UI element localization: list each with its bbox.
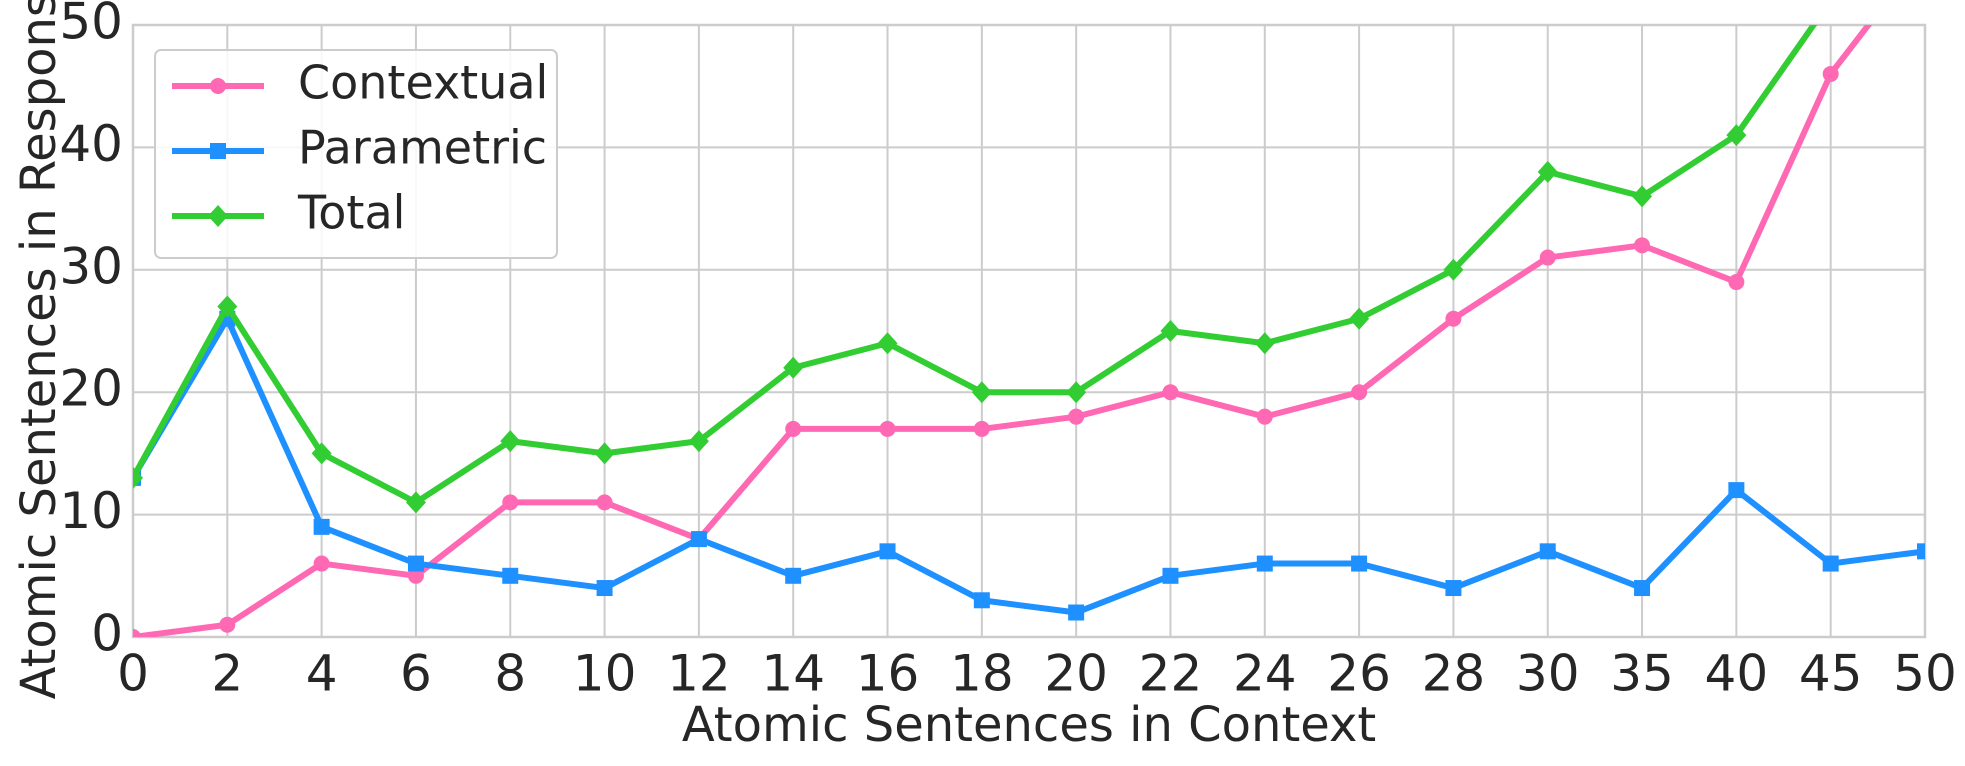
marker [594,442,615,465]
marker [407,555,424,572]
x-tick-label: 8 [494,645,526,703]
x-axis-label: Atomic Sentences in Context [682,697,1376,753]
x-tick-label: 10 [573,645,637,703]
marker [785,567,802,584]
marker [1351,555,1368,572]
marker [1539,543,1556,560]
marker [879,420,896,437]
marker [133,466,143,489]
x-tick-label: 24 [1233,645,1297,703]
marker [1443,258,1464,281]
marker [1632,185,1653,208]
marker [1634,237,1651,254]
marker [1728,482,1745,499]
marker [500,430,521,453]
y-tick-label: 30 [59,237,123,295]
marker [1917,543,1925,560]
marker [1066,381,1087,404]
marker [1068,604,1085,621]
plot-area [133,0,1925,637]
marker [1634,580,1651,597]
marker [210,143,226,159]
marker [1726,124,1747,147]
plot-frame [131,23,1927,639]
marker [1349,307,1370,330]
series-line [133,25,1818,506]
marker [1445,580,1462,597]
marker [1256,555,1273,572]
marker [1539,249,1556,266]
marker [973,420,990,437]
marker [1162,384,1179,401]
y-tick-label: 50 [59,0,123,51]
legend-frame [154,49,558,259]
marker [1822,555,1839,572]
marker [208,205,228,227]
marker [502,567,519,584]
x-tick-label: 28 [1422,645,1486,703]
marker [1351,384,1368,401]
grid [132,24,1926,638]
marker [1821,0,1841,12]
marker [133,629,141,637]
x-tick-label: 4 [306,645,338,703]
marker [973,592,990,609]
marker [405,491,426,514]
marker [879,543,896,560]
marker [596,580,613,597]
x-tick-label: 45 [1799,645,1863,703]
marker [688,430,709,453]
legend-label: Contextual [298,56,548,110]
marker [1162,567,1179,584]
series-line [133,315,1925,616]
legend-label: Parametric [298,121,547,175]
x-tick-label: 35 [1610,645,1674,703]
x-tick-label: 16 [856,645,920,703]
x-tick-label: 18 [950,645,1014,703]
x-tick-label: 22 [1139,645,1203,703]
marker [311,442,332,465]
x-tick-label: 40 [1705,645,1769,703]
x-tick-label: 14 [761,645,825,703]
marker [407,567,424,584]
marker [210,78,226,94]
x-tick-label: 2 [211,645,243,703]
x-tick-label: 20 [1044,645,1108,703]
marker [877,332,898,355]
marker [313,555,330,572]
legend: Contextual Parametric Total [154,49,558,259]
marker [1822,65,1839,82]
y-axis-label: Atomic Sentences in Response [11,0,67,699]
y-tick-label: 0 [91,605,123,663]
y-tick-label: 20 [59,360,123,418]
marker [785,420,802,437]
marker [219,616,236,633]
marker [1254,332,1275,355]
marker [1068,408,1085,425]
x-tick-label: 30 [1516,645,1580,703]
marker [1445,310,1462,327]
x-tick-label: 6 [400,645,432,703]
legend-label: Total [297,186,405,240]
marker [783,356,804,379]
marker [1728,274,1745,291]
marker [502,494,519,511]
y-tick-label: 40 [59,115,123,173]
marker [1256,408,1273,425]
marker [217,295,238,318]
marker [690,531,707,548]
marker [1160,320,1181,342]
marker [971,381,992,404]
x-tick-label: 0 [117,645,149,703]
x-tick-label: 12 [667,645,731,703]
x-tick-label: 50 [1893,645,1957,703]
marker [596,494,613,511]
marker [313,518,330,535]
y-tick-label: 10 [59,482,123,540]
marker [1537,160,1558,183]
x-tick-label: 26 [1327,645,1391,703]
